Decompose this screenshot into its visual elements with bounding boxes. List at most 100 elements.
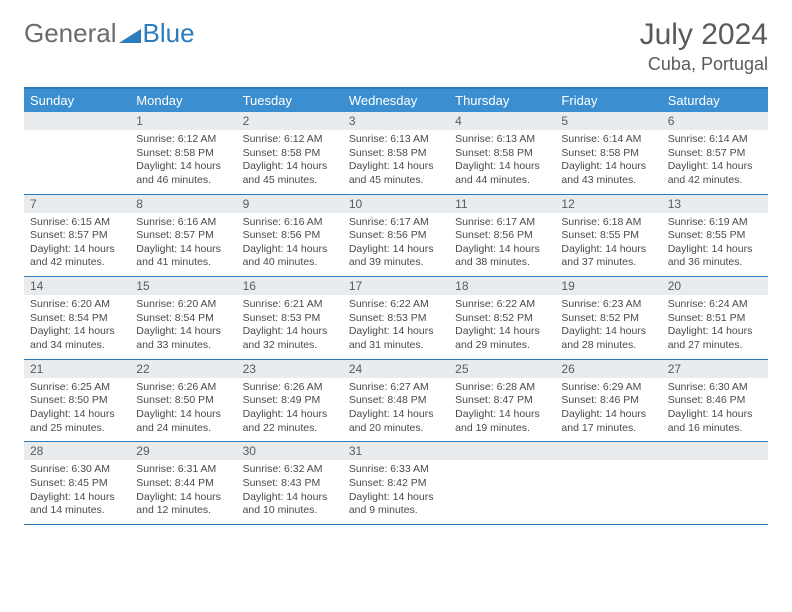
- day-number: [555, 442, 661, 460]
- day-detail: Sunrise: 6:17 AMSunset: 8:56 PMDaylight:…: [343, 213, 449, 277]
- day-detail: Sunrise: 6:23 AMSunset: 8:52 PMDaylight:…: [555, 295, 661, 359]
- day-number: 5: [555, 112, 661, 130]
- day-detail: Sunrise: 6:19 AMSunset: 8:55 PMDaylight:…: [662, 213, 768, 277]
- detail-row: Sunrise: 6:15 AMSunset: 8:57 PMDaylight:…: [24, 213, 768, 277]
- day-detail: Sunrise: 6:27 AMSunset: 8:48 PMDaylight:…: [343, 378, 449, 442]
- day-detail: Sunrise: 6:28 AMSunset: 8:47 PMDaylight:…: [449, 378, 555, 442]
- location: Cuba, Portugal: [640, 54, 768, 75]
- day-number: 30: [237, 442, 343, 460]
- day-number: [24, 112, 130, 130]
- dow-cell: Friday: [555, 89, 661, 112]
- day-detail: Sunrise: 6:25 AMSunset: 8:50 PMDaylight:…: [24, 378, 130, 442]
- day-number: 17: [343, 277, 449, 295]
- day-number: 12: [555, 195, 661, 213]
- day-detail: Sunrise: 6:30 AMSunset: 8:45 PMDaylight:…: [24, 460, 130, 524]
- day-number: 15: [130, 277, 236, 295]
- daynum-band: 28293031: [24, 442, 768, 460]
- day-detail: Sunrise: 6:20 AMSunset: 8:54 PMDaylight:…: [24, 295, 130, 359]
- day-number: 29: [130, 442, 236, 460]
- day-detail: Sunrise: 6:20 AMSunset: 8:54 PMDaylight:…: [130, 295, 236, 359]
- day-number: 27: [662, 360, 768, 378]
- week-row: 28293031Sunrise: 6:30 AMSunset: 8:45 PMD…: [24, 442, 768, 525]
- day-of-week-header: SundayMondayTuesdayWednesdayThursdayFrid…: [24, 89, 768, 112]
- day-number: 19: [555, 277, 661, 295]
- day-number: 7: [24, 195, 130, 213]
- dow-cell: Monday: [130, 89, 236, 112]
- day-number: 3: [343, 112, 449, 130]
- day-detail: Sunrise: 6:26 AMSunset: 8:49 PMDaylight:…: [237, 378, 343, 442]
- daynum-band: 21222324252627: [24, 360, 768, 378]
- day-detail: Sunrise: 6:16 AMSunset: 8:56 PMDaylight:…: [237, 213, 343, 277]
- day-number: 22: [130, 360, 236, 378]
- day-number: 9: [237, 195, 343, 213]
- title-block: July 2024 Cuba, Portugal: [640, 18, 768, 75]
- daynum-band: 78910111213: [24, 195, 768, 213]
- dow-cell: Saturday: [662, 89, 768, 112]
- detail-row: Sunrise: 6:30 AMSunset: 8:45 PMDaylight:…: [24, 460, 768, 524]
- day-number: [449, 442, 555, 460]
- day-number: 6: [662, 112, 768, 130]
- daynum-band: 123456: [24, 112, 768, 130]
- day-number: 23: [237, 360, 343, 378]
- dow-cell: Tuesday: [237, 89, 343, 112]
- detail-row: Sunrise: 6:25 AMSunset: 8:50 PMDaylight:…: [24, 378, 768, 442]
- day-number: 28: [24, 442, 130, 460]
- brand-part2: Blue: [143, 18, 195, 49]
- day-detail: [24, 130, 130, 194]
- day-number: 26: [555, 360, 661, 378]
- day-detail: Sunrise: 6:22 AMSunset: 8:53 PMDaylight:…: [343, 295, 449, 359]
- day-detail: Sunrise: 6:14 AMSunset: 8:57 PMDaylight:…: [662, 130, 768, 194]
- day-detail: [662, 460, 768, 524]
- brand-logo: General Blue: [24, 18, 195, 49]
- day-number: 24: [343, 360, 449, 378]
- day-detail: Sunrise: 6:17 AMSunset: 8:56 PMDaylight:…: [449, 213, 555, 277]
- day-detail: [449, 460, 555, 524]
- day-number: 10: [343, 195, 449, 213]
- daynum-band: 14151617181920: [24, 277, 768, 295]
- brand-triangle-icon: [119, 19, 141, 50]
- day-detail: Sunrise: 6:14 AMSunset: 8:58 PMDaylight:…: [555, 130, 661, 194]
- day-number: 16: [237, 277, 343, 295]
- day-detail: Sunrise: 6:33 AMSunset: 8:42 PMDaylight:…: [343, 460, 449, 524]
- dow-cell: Sunday: [24, 89, 130, 112]
- detail-row: Sunrise: 6:12 AMSunset: 8:58 PMDaylight:…: [24, 130, 768, 194]
- week-row: 21222324252627Sunrise: 6:25 AMSunset: 8:…: [24, 360, 768, 443]
- day-detail: [555, 460, 661, 524]
- day-number: 21: [24, 360, 130, 378]
- day-number: 18: [449, 277, 555, 295]
- day-detail: Sunrise: 6:18 AMSunset: 8:55 PMDaylight:…: [555, 213, 661, 277]
- day-number: 31: [343, 442, 449, 460]
- week-row: 14151617181920Sunrise: 6:20 AMSunset: 8:…: [24, 277, 768, 360]
- day-detail: Sunrise: 6:13 AMSunset: 8:58 PMDaylight:…: [343, 130, 449, 194]
- calendar: SundayMondayTuesdayWednesdayThursdayFrid…: [24, 87, 768, 525]
- day-detail: Sunrise: 6:31 AMSunset: 8:44 PMDaylight:…: [130, 460, 236, 524]
- dow-cell: Thursday: [449, 89, 555, 112]
- day-number: 20: [662, 277, 768, 295]
- day-number: 14: [24, 277, 130, 295]
- day-number: [662, 442, 768, 460]
- week-row: 78910111213Sunrise: 6:15 AMSunset: 8:57 …: [24, 195, 768, 278]
- day-detail: Sunrise: 6:16 AMSunset: 8:57 PMDaylight:…: [130, 213, 236, 277]
- month-title: July 2024: [640, 18, 768, 52]
- day-number: 11: [449, 195, 555, 213]
- day-number: 25: [449, 360, 555, 378]
- day-number: 8: [130, 195, 236, 213]
- day-number: 1: [130, 112, 236, 130]
- day-detail: Sunrise: 6:12 AMSunset: 8:58 PMDaylight:…: [130, 130, 236, 194]
- brand-part1: General: [24, 18, 117, 49]
- day-detail: Sunrise: 6:12 AMSunset: 8:58 PMDaylight:…: [237, 130, 343, 194]
- day-detail: Sunrise: 6:13 AMSunset: 8:58 PMDaylight:…: [449, 130, 555, 194]
- day-detail: Sunrise: 6:22 AMSunset: 8:52 PMDaylight:…: [449, 295, 555, 359]
- day-detail: Sunrise: 6:29 AMSunset: 8:46 PMDaylight:…: [555, 378, 661, 442]
- day-detail: Sunrise: 6:26 AMSunset: 8:50 PMDaylight:…: [130, 378, 236, 442]
- day-detail: Sunrise: 6:24 AMSunset: 8:51 PMDaylight:…: [662, 295, 768, 359]
- detail-row: Sunrise: 6:20 AMSunset: 8:54 PMDaylight:…: [24, 295, 768, 359]
- day-detail: Sunrise: 6:21 AMSunset: 8:53 PMDaylight:…: [237, 295, 343, 359]
- week-row: 123456Sunrise: 6:12 AMSunset: 8:58 PMDay…: [24, 112, 768, 195]
- page-header: General Blue July 2024 Cuba, Portugal: [24, 18, 768, 75]
- day-number: 2: [237, 112, 343, 130]
- day-detail: Sunrise: 6:15 AMSunset: 8:57 PMDaylight:…: [24, 213, 130, 277]
- day-number: 13: [662, 195, 768, 213]
- day-detail: Sunrise: 6:30 AMSunset: 8:46 PMDaylight:…: [662, 378, 768, 442]
- day-number: 4: [449, 112, 555, 130]
